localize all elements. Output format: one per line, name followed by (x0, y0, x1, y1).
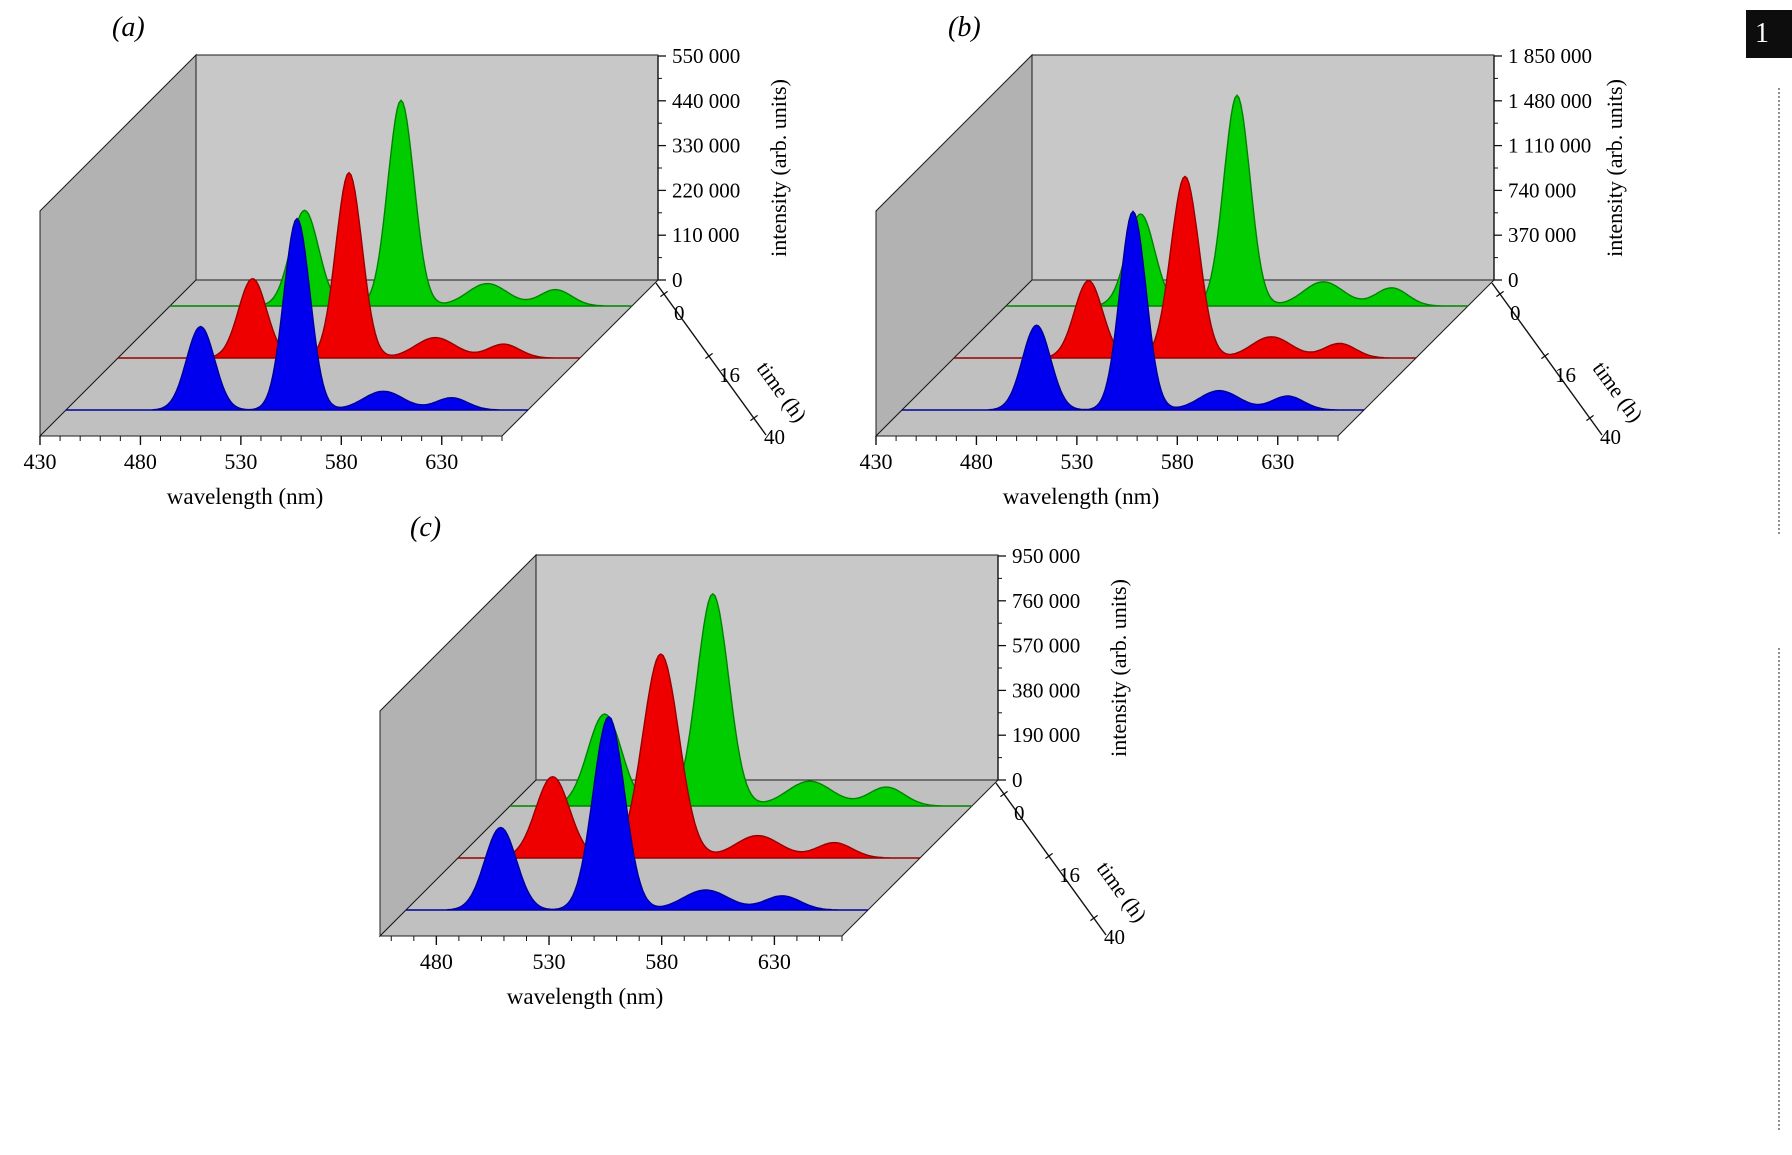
x-tick-label: 480 (420, 949, 453, 974)
spectrum-t16h (458, 653, 920, 859)
z-tick-label: 0 (1510, 301, 1521, 325)
y-tick-label: 760 000 (1012, 589, 1080, 613)
y-axis-title: intensity (arb. units) (1106, 579, 1131, 757)
spectra-panel-b: 430 480 530 580 630 wavelength (nm) 0 370 000 74… (836, 0, 1647, 528)
y-tick-label: 190 000 (1012, 723, 1080, 747)
x-axis-title: wavelength (nm) (167, 484, 323, 509)
z-tick (1586, 414, 1594, 422)
x-axis-title: wavelength (nm) (507, 984, 663, 1009)
y-tick-label: 1 850 000 (1508, 44, 1592, 68)
x-tick-label: 430 (24, 449, 57, 474)
x-tick-label: 630 (758, 949, 791, 974)
x-tick-label: 480 (960, 449, 993, 474)
y-tick-label: 440 000 (672, 89, 740, 113)
x-tick-label: 530 (224, 449, 257, 474)
y-tick-label: 370 000 (1508, 223, 1576, 247)
margin-dotted-rule-top (1778, 88, 1780, 534)
panel-letter: (a) (112, 12, 145, 43)
z-tick-label: 0 (674, 301, 685, 325)
panel-letter: (c) (410, 512, 441, 543)
y-tick-label: 950 000 (1012, 544, 1080, 568)
intensity-axis: 0 370 000 740 000 1 110 000 1 480 000 1 850 0… (1493, 44, 1627, 292)
spectrum-t0h (510, 592, 972, 807)
y-tick-label: 380 000 (1012, 678, 1080, 702)
y-tick-label: 0 (1508, 268, 1519, 292)
z-axis-title: time (h) (1588, 357, 1646, 427)
y-axis-title: intensity (arb. units) (1602, 79, 1627, 257)
back-wall (1031, 54, 1495, 281)
x-tick-label: 630 (425, 449, 458, 474)
z-axis-line (1491, 282, 1603, 436)
x-tick-label: 480 (124, 449, 157, 474)
y-tick-label: 570 000 (1012, 634, 1080, 658)
x-tick-label: 430 (860, 449, 893, 474)
margin-dotted-rule-bottom (1778, 648, 1780, 1130)
y-tick-label: 1 480 000 (1508, 89, 1592, 113)
waterfall-chart-a: 430 480 530 580 630 wavelength (nm) 0 110 000 22… (24, 12, 811, 509)
y-axis-title: intensity (arb. units) (766, 79, 791, 257)
spectra-panel-a: 430 480 530 580 630 wavelength (nm) 0 110 000 22… (0, 0, 811, 528)
z-tick-label: 40 (1600, 425, 1621, 449)
wavelength-axis: 480 530 580 630 wavelength (nm) (390, 936, 843, 1009)
waterfall-chart-b: 430 480 530 580 630 wavelength (nm) 0 370 000 74… (860, 12, 1647, 509)
x-axis-title: wavelength (nm) (1003, 484, 1159, 509)
z-axis-title: time (h) (1092, 857, 1150, 927)
z-tick-label: 16 (1059, 863, 1080, 887)
z-tick (1541, 352, 1549, 360)
x-tick-label: 580 (1161, 449, 1194, 474)
spectrum-t40h (66, 217, 528, 411)
y-tick-label: 110 000 (672, 223, 739, 247)
z-tick-label: 0 (1014, 801, 1025, 825)
spectrum-t40h (902, 210, 1364, 411)
y-tick-label: 550 000 (672, 44, 740, 68)
z-tick-label: 40 (764, 425, 785, 449)
page-number: 1 (1755, 18, 1769, 49)
z-axis-line (995, 782, 1107, 936)
page-number-badge: 1 (1746, 10, 1792, 58)
x-tick-label: 580 (645, 949, 678, 974)
z-tick (750, 414, 758, 422)
y-tick-label: 330 000 (672, 134, 740, 158)
z-tick (1496, 290, 1504, 298)
z-axis-title: time (h) (752, 357, 810, 427)
x-tick-label: 530 (533, 949, 566, 974)
y-tick-label: 220 000 (672, 178, 740, 202)
z-tick (1000, 790, 1008, 798)
y-tick-label: 1 110 000 (1508, 134, 1591, 158)
z-tick-label: 16 (1555, 363, 1576, 387)
z-tick (660, 290, 668, 298)
z-tick (1045, 852, 1053, 860)
y-tick-label: 0 (1012, 768, 1023, 792)
spectra-panel-c: 480 530 580 630 wavelength (nm) 0 190 000 380 0… (340, 500, 1150, 1028)
z-axis-line (655, 282, 767, 436)
x-tick-label: 630 (1261, 449, 1294, 474)
wavelength-axis: 430 480 530 580 630 wavelength (nm) (24, 436, 503, 509)
y-tick-label: 0 (672, 268, 683, 292)
waterfall-chart-c: 480 530 580 630 wavelength (nm) 0 190 000 380 0… (378, 512, 1150, 1009)
y-tick-label: 740 000 (1508, 178, 1576, 202)
spectrum-t40h (406, 715, 868, 911)
x-tick-label: 580 (325, 449, 358, 474)
z-tick (1090, 914, 1098, 922)
back-wall (195, 54, 659, 281)
intensity-axis: 0 110 000 220 000 330 000 440 000 550 000 inte… (657, 44, 791, 292)
panel-letter: (b) (948, 12, 981, 43)
wavelength-axis: 430 480 530 580 630 wavelength (nm) (860, 436, 1339, 509)
z-tick-label: 40 (1104, 925, 1125, 949)
intensity-axis: 0 190 000 380 000 570 000 760 000 950 000 inte… (997, 544, 1131, 792)
z-tick-label: 16 (719, 363, 740, 387)
z-tick (705, 352, 713, 360)
x-tick-label: 530 (1060, 449, 1093, 474)
